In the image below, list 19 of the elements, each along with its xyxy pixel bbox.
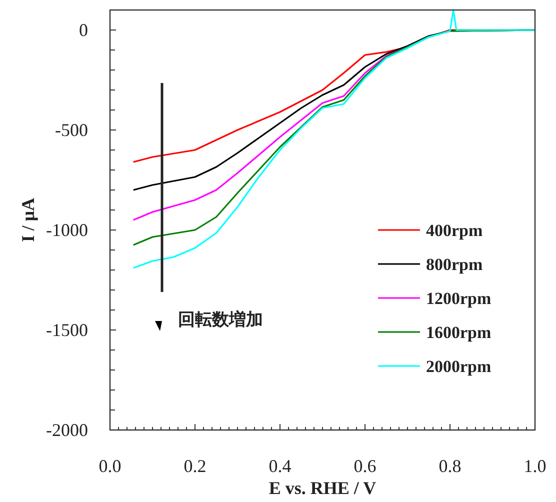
y-axis-title: I / μA	[18, 198, 38, 242]
y-tick-label: -1000	[46, 220, 88, 240]
x-tick-label: 0.6	[354, 456, 376, 476]
x-axis-title: E vs. RHE / V	[268, 478, 376, 498]
legend-label: 1600rpm	[426, 323, 492, 342]
x-tick-label: 0.2	[184, 456, 206, 476]
y-tick-label: -2000	[46, 420, 88, 440]
x-tick-label: 0.8	[438, 456, 462, 476]
x-tick-label: 0.4	[268, 456, 292, 476]
legend-label: 800rpm	[426, 255, 483, 274]
y-tick-label: -1500	[46, 320, 88, 340]
legend-label: 2000rpm	[426, 357, 492, 376]
y-tick-label: -500	[55, 120, 88, 140]
x-tick-label: 1.0	[524, 456, 546, 476]
legend-label: 1200rpm	[426, 289, 492, 308]
x-tick-label: 0.0	[98, 456, 122, 476]
legend-label: 400rpm	[426, 221, 483, 240]
y-tick-label: 0	[79, 20, 88, 40]
annotation: 回転数増加	[178, 309, 263, 330]
